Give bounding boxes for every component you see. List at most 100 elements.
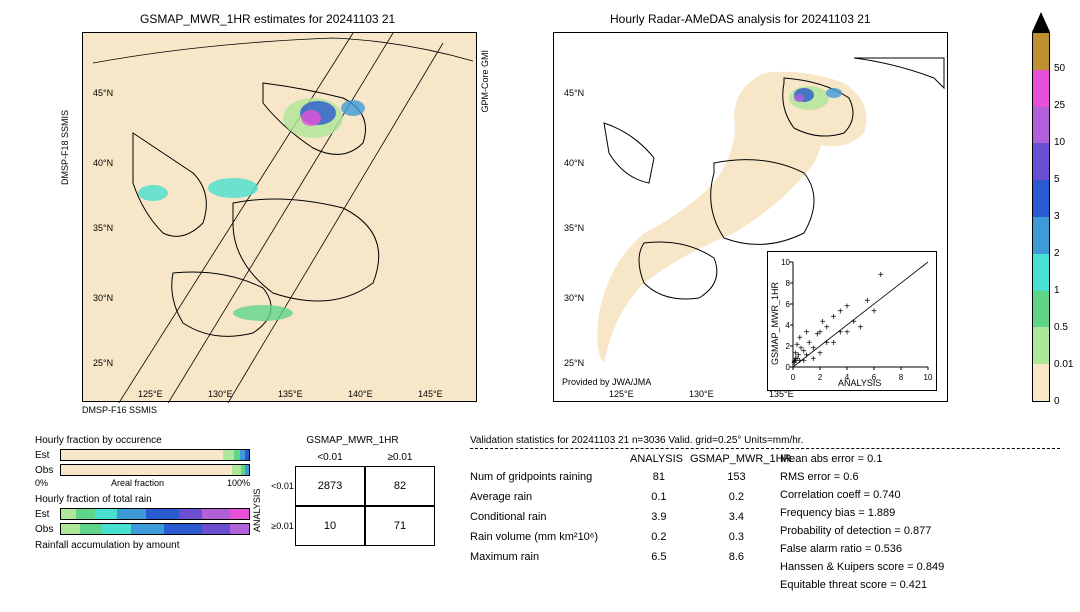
metric-label: Mean abs error = (780, 453, 864, 465)
scatter-point: + (810, 343, 816, 354)
fraction-panel: Hourly fraction by occurence Est Obs 0% A… (35, 435, 250, 553)
lon-tick: 135°E (278, 389, 303, 399)
svg-text:10: 10 (781, 258, 790, 267)
est-label: Est (35, 450, 60, 461)
metric-value: 0.6 (843, 471, 858, 483)
metric-value: 0.849 (917, 561, 945, 573)
rain-area (341, 100, 365, 116)
colorbar-segment (1033, 327, 1049, 364)
stats-value: 6.5 (625, 551, 693, 563)
stats-left-col: ANALYSISGSMAP_MWR_1HR Num of gridpoints … (470, 453, 780, 597)
satellite-label: GPM-Core GMI (480, 50, 490, 113)
svg-text:0: 0 (786, 363, 791, 372)
ct-row-label: ≥0.01 (270, 506, 295, 546)
metric-row: Equitable threat score = 0.421 (780, 579, 1050, 591)
bar-segment (230, 509, 249, 519)
scatter-point: + (820, 317, 826, 328)
ct-col-label: ≥0.01 (365, 448, 435, 466)
stats-value: 153 (693, 471, 780, 483)
rain-area (794, 94, 804, 102)
scatter-point: + (851, 317, 857, 328)
stats-title: Validation statistics for 20241103 21 n=… (470, 435, 1060, 446)
swath-line (93, 38, 473, 63)
swath-line (153, 33, 393, 403)
pct-label: 0% (35, 478, 48, 488)
stats-value: 3.9 (625, 511, 693, 523)
metric-label: Equitable threat score = (780, 579, 897, 591)
lon-tick: 130°E (689, 389, 714, 399)
lon-tick: 125°E (609, 389, 634, 399)
stats-row: Maximum rain6.58.6 (470, 551, 780, 563)
root: GSMAP_MWR_1HR estimates for 20241103 21 … (0, 0, 1080, 612)
rain-obs-bar (60, 523, 250, 535)
scatter-point: + (810, 354, 816, 365)
metric-value: 0.1 (867, 453, 882, 465)
lat-tick: 30°N (93, 293, 113, 303)
scatter-point: + (801, 356, 807, 367)
bar-segment (95, 509, 118, 519)
lon-tick: 140°E (348, 389, 373, 399)
gsmap-map-svg (83, 33, 478, 403)
stats-row: Rain volume (mm km²10⁶)0.20.3 (470, 531, 780, 543)
bar-segment (61, 450, 223, 460)
scatter-point: + (817, 349, 823, 360)
bar-segment (179, 509, 202, 519)
bar-segment (102, 524, 130, 534)
colorbar: 00.010.51235102550 (1032, 32, 1050, 402)
coastline (233, 199, 379, 301)
rain-area (233, 305, 293, 321)
bar-segment (202, 524, 230, 534)
occ-title: Hourly fraction by occurence (35, 435, 250, 446)
metric-value: 0.877 (904, 525, 932, 537)
ct-cell: 10 (295, 506, 365, 546)
rain-area (826, 88, 842, 98)
scatter-point: + (824, 338, 830, 349)
obs-label: Obs (35, 524, 60, 535)
stats-value: 0.3 (693, 531, 780, 543)
ct-side-label: ANALYSIS (252, 475, 262, 545)
scatter-point: + (837, 307, 843, 318)
ct-row-label: <0.01 (270, 466, 295, 506)
stats-col-header: ANALYSIS (623, 453, 690, 465)
obs-label: Obs (35, 465, 60, 476)
colorbar-segment (1033, 70, 1049, 107)
metric-value: 0.536 (874, 543, 902, 555)
scatter-point: + (858, 322, 864, 333)
bar-segment (61, 509, 76, 519)
stats-value: 8.6 (693, 551, 780, 563)
axis-label: Areal fraction (111, 478, 164, 488)
metric-value: 0.740 (873, 489, 901, 501)
metric-row: RMS error = 0.6 (780, 471, 1050, 483)
stats-row: Average rain0.10.2 (470, 491, 780, 503)
stats-value: 0.2 (625, 531, 693, 543)
rain-est-bar (60, 508, 250, 520)
right-map-title: Hourly Radar-AMeDAS analysis for 2024110… (610, 12, 871, 26)
bar-segment (245, 450, 249, 460)
rain-area (208, 178, 258, 198)
stats-value: 3.4 (693, 511, 780, 523)
lat-tick: 40°N (93, 158, 113, 168)
stats-label: Num of gridpoints raining (470, 471, 625, 483)
ct-cell: 2873 (295, 466, 365, 506)
svg-text:2: 2 (818, 373, 823, 382)
ct-cell: 82 (365, 466, 435, 506)
stats-row: Conditional rain3.93.4 (470, 511, 780, 523)
metric-row: Probability of detection = 0.877 (780, 525, 1050, 537)
bar-segment (232, 465, 241, 475)
colorbar-tick: 5 (1054, 174, 1060, 185)
colorbar-segment (1033, 180, 1049, 217)
rain-area (301, 110, 321, 126)
scatter-point: + (798, 343, 804, 354)
scatter-point: + (804, 328, 810, 339)
lon-tick: 125°E (138, 389, 163, 399)
radar-map-panel: 45°N 40°N 35°N 30°N 25°N 125°E 130°E 135… (553, 32, 948, 402)
bar-segment (76, 509, 95, 519)
scatter-point: + (814, 330, 820, 341)
colorbar-tick: 0.01 (1054, 359, 1073, 370)
colorbar-tick: 25 (1054, 100, 1065, 111)
lat-tick: 45°N (564, 88, 584, 98)
metric-label: Probability of detection = (780, 525, 901, 537)
bar-segment (117, 509, 145, 519)
pct-label: 100% (227, 478, 250, 488)
ct-cell: 71 (365, 506, 435, 546)
